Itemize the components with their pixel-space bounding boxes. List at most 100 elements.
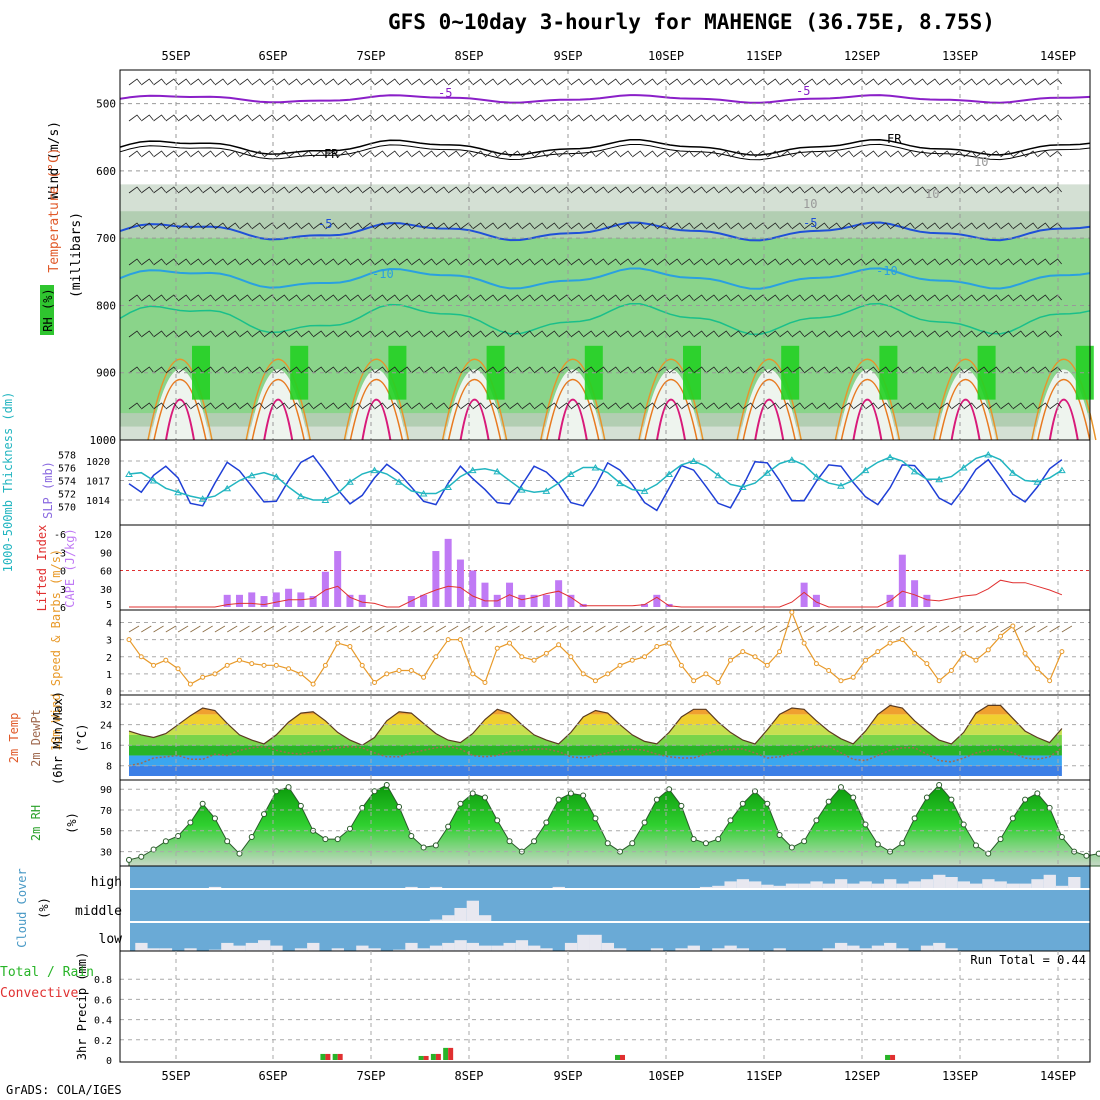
cloud-bar-low bbox=[417, 948, 430, 951]
cloud-bar-low bbox=[466, 942, 479, 951]
wind-barb bbox=[754, 150, 768, 158]
wind-barb bbox=[791, 330, 805, 338]
wind-barb bbox=[484, 78, 498, 86]
wind-barb bbox=[288, 78, 301, 86]
wind-barb bbox=[386, 330, 400, 338]
wind-barb bbox=[705, 366, 719, 374]
wind-barb-10m bbox=[214, 625, 226, 633]
wind-barb bbox=[386, 150, 400, 158]
wind-barb bbox=[226, 258, 240, 266]
wind-barb-10m bbox=[619, 625, 631, 633]
wind-barb bbox=[484, 114, 498, 122]
contour-label: -10 bbox=[372, 267, 394, 281]
wind-barb bbox=[214, 186, 228, 194]
temp-color-band bbox=[129, 745, 1062, 756]
wind-barb bbox=[840, 222, 854, 230]
wind-barb bbox=[852, 294, 866, 302]
thickness-marker bbox=[1008, 469, 1017, 476]
wind-barb bbox=[975, 150, 989, 158]
cloud-bar-low bbox=[650, 948, 664, 951]
wind-barb bbox=[730, 186, 743, 194]
wind-barb-10m bbox=[521, 625, 533, 633]
temp-contour-minus-5 bbox=[119, 221, 1091, 242]
wind-barb-10m bbox=[644, 625, 655, 633]
cloud-bar-middle bbox=[429, 919, 443, 921]
wind-barb bbox=[877, 258, 891, 266]
wind-barb bbox=[963, 78, 977, 86]
wind-barb bbox=[840, 186, 854, 194]
wind-barb bbox=[546, 258, 559, 266]
wind-barb bbox=[153, 258, 166, 266]
wind-barb bbox=[411, 402, 424, 410]
wind-barb bbox=[865, 366, 878, 374]
wind-barb bbox=[533, 330, 547, 338]
temp-contour-20 bbox=[736, 358, 802, 441]
wind-barb bbox=[472, 222, 486, 230]
wind-barb bbox=[791, 150, 805, 158]
rh-moist-column bbox=[486, 345, 505, 400]
cloud-bar-middle bbox=[478, 915, 492, 921]
wind-speed-marker bbox=[789, 609, 795, 615]
wind-speed-marker bbox=[1034, 666, 1040, 672]
wind-barb bbox=[656, 222, 670, 230]
wind-barb bbox=[852, 78, 866, 86]
cloud-bar-high bbox=[969, 883, 983, 888]
wind-barb bbox=[447, 186, 461, 194]
wind-barb bbox=[803, 294, 817, 302]
wind-barb bbox=[852, 222, 866, 230]
rh-marker bbox=[297, 802, 304, 809]
x-tick-label-bottom: 6SEP bbox=[259, 1069, 288, 1083]
cloud-bar-low bbox=[442, 942, 455, 951]
cloud-bar-low bbox=[601, 942, 615, 951]
wind-barb bbox=[276, 258, 289, 266]
cloud-bar-high bbox=[933, 874, 946, 888]
wind-barb-10m bbox=[742, 625, 753, 633]
wind-barb-10m bbox=[1061, 625, 1073, 633]
rh-marker bbox=[224, 838, 231, 845]
cloud-bar-low bbox=[896, 948, 909, 951]
wind-barb bbox=[730, 150, 743, 158]
wind-barb bbox=[717, 114, 731, 122]
wind-barb bbox=[484, 330, 498, 338]
wind-barb bbox=[165, 366, 179, 374]
wind-barb bbox=[730, 78, 743, 86]
cloud-bar-middle bbox=[442, 915, 455, 921]
cloud-bar-low bbox=[454, 940, 467, 951]
rh-marker bbox=[911, 815, 918, 822]
wind-barb bbox=[730, 114, 743, 122]
wind-barb bbox=[582, 402, 596, 410]
wind-barb bbox=[251, 78, 265, 86]
wind-barb bbox=[533, 150, 547, 158]
wind-barb bbox=[263, 78, 277, 86]
contour-label: -5 bbox=[796, 84, 810, 98]
wind-barb bbox=[570, 78, 584, 86]
wind-barb bbox=[484, 366, 498, 374]
wind-barb bbox=[214, 366, 228, 374]
side-label-temperature: Temperature (°C) bbox=[47, 147, 62, 272]
wind-barb bbox=[190, 186, 203, 194]
series-line-thickness bbox=[128, 453, 1063, 501]
cape-bar bbox=[407, 596, 415, 607]
cloud-bar-high bbox=[896, 883, 909, 888]
wind-barb bbox=[828, 222, 841, 230]
wind-barb bbox=[1024, 330, 1038, 338]
wind-speed-marker bbox=[384, 671, 390, 677]
wind-barb bbox=[374, 294, 387, 302]
wind-barb bbox=[767, 186, 780, 194]
wind-barb bbox=[938, 150, 952, 158]
x-tick-label-top: 6SEP bbox=[259, 49, 288, 63]
thickness-marker bbox=[959, 464, 968, 471]
wind-barb bbox=[914, 330, 927, 338]
wind-barb bbox=[816, 78, 829, 86]
rh-marker bbox=[187, 819, 194, 826]
y-axis-label-slp: SLP (mb) bbox=[41, 461, 55, 519]
wind-barb bbox=[840, 150, 854, 158]
rh-marker bbox=[592, 815, 599, 822]
precip-bar-total bbox=[430, 1053, 436, 1060]
wind-barb bbox=[533, 114, 547, 122]
wind-barb bbox=[263, 150, 277, 158]
wind-barb-10m bbox=[853, 625, 864, 633]
y-tick-label: 8 bbox=[106, 762, 112, 773]
y-tick-label: 2 bbox=[106, 653, 112, 664]
wind-barb bbox=[533, 294, 547, 302]
